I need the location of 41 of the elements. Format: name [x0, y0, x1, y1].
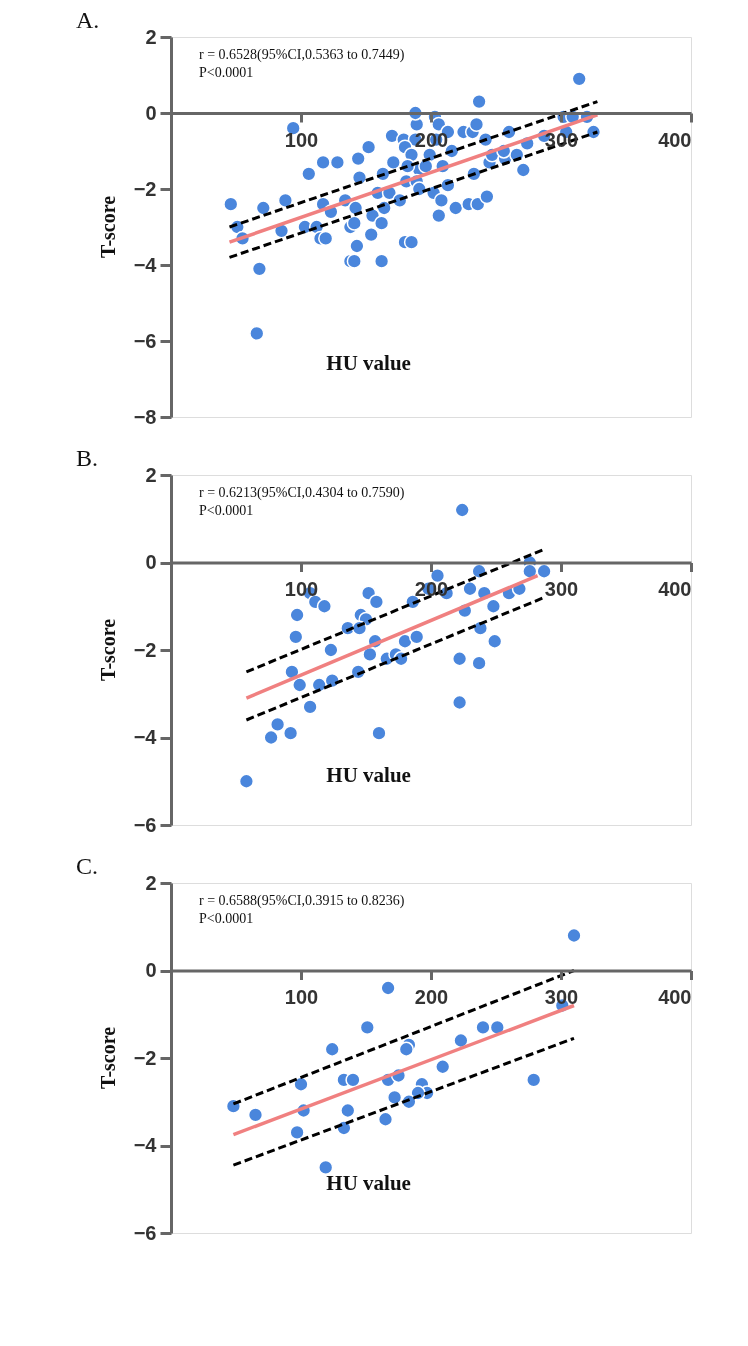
x-axis-title: HU value [326, 763, 411, 787]
x-tick-label: 200 [414, 986, 449, 1008]
chart-title: B. [76, 445, 99, 471]
y-axis-title: T-score [97, 618, 119, 682]
y-tick-label: 0 [145, 101, 157, 124]
y-tick-label: −6 [133, 329, 157, 352]
y-tick-label: −2 [133, 638, 157, 661]
annotation: P<0.0001 [199, 911, 254, 926]
y-tick-label: −4 [133, 253, 158, 276]
x-tick-label: 100 [284, 986, 319, 1008]
x-tick-label: 300 [544, 986, 579, 1008]
x-tick-label: 200 [414, 578, 449, 600]
x-tick-label: 400 [658, 128, 692, 151]
annotation: r = 0.6588(95%CI,0.3915 to 0.8236) [199, 893, 405, 909]
y-tick-label: 0 [145, 959, 157, 981]
x-tick-label: 400 [658, 986, 692, 1008]
y-axis-title: T-score [97, 1026, 119, 1090]
x-tick-label: 300 [544, 578, 579, 600]
x-tick-label: 100 [284, 128, 319, 151]
annotation: r = 0.6213(95%CI,0.4304 to 0.7590) [199, 485, 405, 501]
y-tick-label: 2 [145, 463, 157, 486]
y-tick-label: −4 [133, 726, 158, 748]
y-tick-label: −8 [133, 405, 157, 428]
y-tick-label: −6 [133, 1221, 157, 1244]
y-tick-label: 0 [145, 551, 157, 573]
x-axis-title: HU value [326, 1171, 411, 1195]
x-axis-title: HU value [326, 350, 411, 375]
y-tick-label: 2 [145, 871, 157, 894]
annotation: P<0.0001 [199, 65, 254, 80]
y-tick-label: −6 [133, 813, 157, 836]
chart-title: C. [76, 853, 99, 879]
y-tick-label: 2 [145, 25, 157, 48]
y-tick-label: −2 [133, 1046, 157, 1069]
annotation: r = 0.6528(95%CI,0.5363 to 0.7449) [199, 47, 405, 63]
y-tick-label: −4 [133, 1134, 158, 1156]
x-tick-label: 400 [658, 578, 692, 600]
y-tick-label: −2 [133, 177, 157, 200]
x-tick-label: 100 [284, 578, 319, 600]
chart-title: A. [76, 7, 100, 33]
y-axis-title: T-score [97, 195, 119, 259]
annotation: P<0.0001 [199, 503, 254, 518]
